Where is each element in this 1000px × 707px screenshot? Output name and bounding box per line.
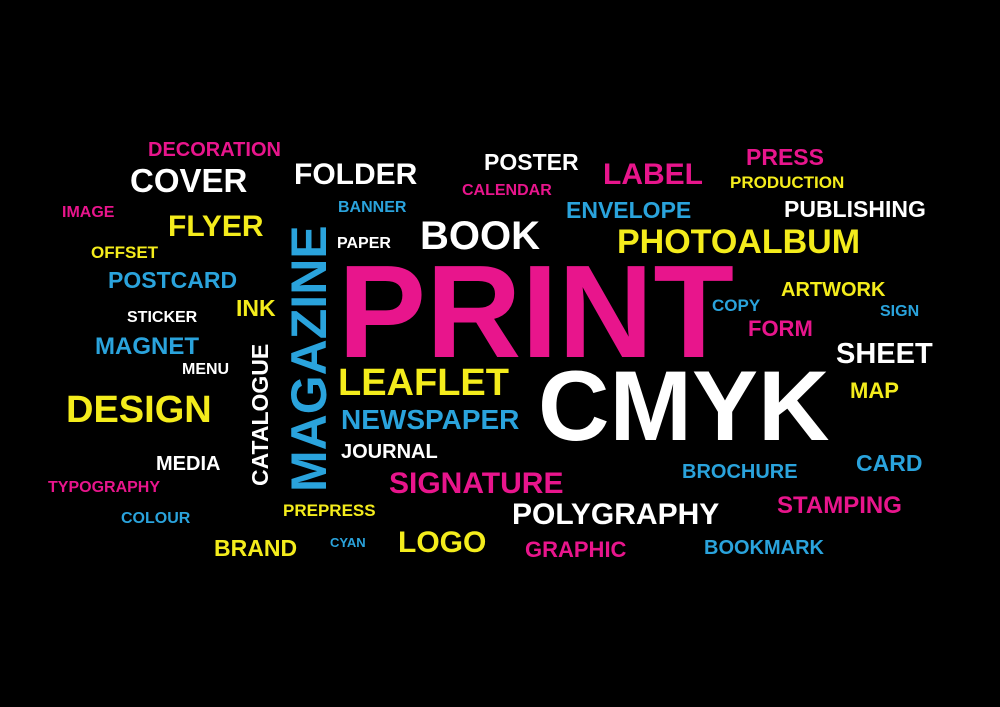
word-print: PRINT [338, 238, 734, 385]
word-sign: SIGN [880, 303, 920, 320]
word-envelope: ENVELOPE [566, 197, 692, 223]
word-ink: INK [236, 295, 276, 321]
word-magnet: MAGNET [95, 333, 199, 360]
word-postcard: POSTCARD [108, 267, 238, 293]
word-colour: COLOUR [121, 510, 191, 527]
word-prepress: PREPRESS [283, 501, 376, 520]
word-catalogue: CATALOGUE [247, 343, 273, 486]
word-polygraphy: POLYGRAPHY [512, 498, 720, 531]
word-artwork: ARTWORK [781, 279, 886, 301]
word-cmyk: CMYK [538, 350, 830, 461]
word-book: BOOK [420, 214, 540, 258]
word-production: PRODUCTION [730, 173, 845, 192]
word-typography: TYPOGRAPHY [48, 479, 161, 496]
word-copy: COPY [712, 296, 761, 315]
word-brand: BRAND [214, 535, 298, 561]
word-magazine: MAGAZINE [281, 225, 337, 492]
word-sticker: STICKER [127, 309, 198, 326]
word-decoration: DECORATION [148, 139, 281, 161]
word-brochure: BROCHURE [682, 461, 798, 483]
word-flyer: FLYER [168, 210, 264, 243]
word-graphic: GRAPHIC [525, 537, 627, 562]
word-cyan: CYAN [330, 535, 366, 550]
word-media: MEDIA [156, 453, 221, 475]
word-journal: JOURNAL [341, 441, 438, 463]
word-logo: LOGO [398, 526, 487, 559]
word-stamping: STAMPING [777, 492, 902, 519]
word-publishing: PUBLISHING [784, 196, 926, 222]
word-leaflet: LEAFLET [338, 362, 509, 404]
word-offset: OFFSET [91, 243, 159, 262]
word-sheet: SHEET [836, 338, 933, 370]
word-photoalbum: PHOTOALBUM [617, 223, 861, 261]
word-map: MAP [850, 378, 899, 403]
word-poster: POSTER [484, 149, 579, 175]
word-signature: SIGNATURE [389, 467, 564, 500]
word-image: IMAGE [62, 204, 115, 221]
word-calendar: CALENDAR [462, 182, 552, 199]
word-folder: FOLDER [294, 158, 418, 191]
word-paper: PAPER [337, 235, 391, 252]
word-bookmark: BOOKMARK [704, 537, 824, 559]
word-design: DESIGN [66, 389, 212, 431]
word-cover: COVER [130, 162, 248, 199]
word-form: FORM [748, 316, 813, 341]
word-menu: MENU [182, 361, 230, 378]
word-newspaper: NEWSPAPER [341, 404, 520, 435]
word-press: PRESS [746, 144, 824, 170]
word-card: CARD [856, 450, 923, 476]
word-banner: BANNER [338, 199, 407, 216]
word-label: LABEL [603, 158, 703, 191]
